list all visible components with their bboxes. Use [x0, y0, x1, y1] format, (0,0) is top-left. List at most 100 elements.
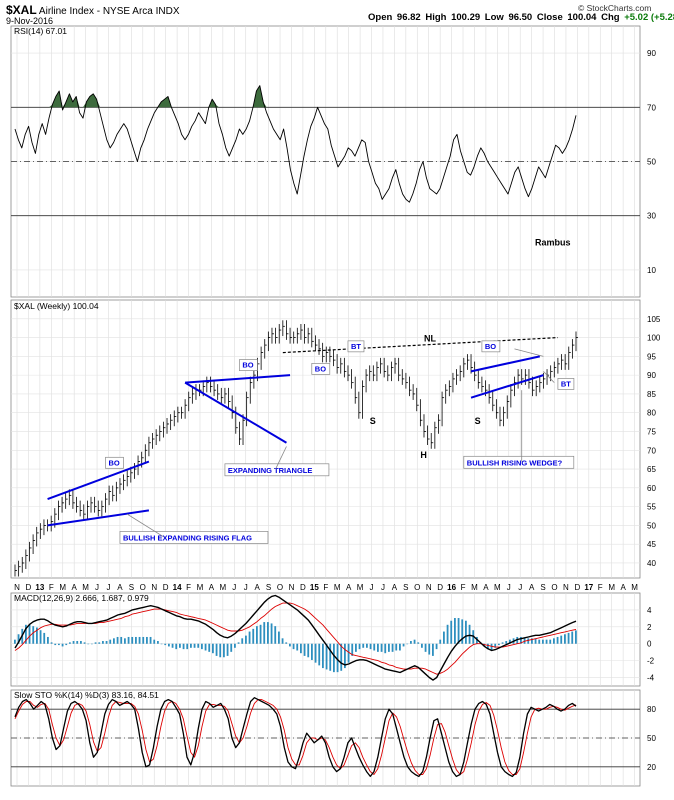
macd-histogram-bar — [274, 626, 277, 644]
macd-histogram-bar — [252, 628, 255, 644]
macd-histogram-bar — [175, 643, 178, 650]
macd-histogram-bar — [399, 643, 401, 651]
high-value: 100.29 — [451, 12, 481, 23]
triangle-leader — [275, 446, 287, 470]
close-value: 100.04 — [567, 12, 597, 23]
macd-panel: -4 -2 0 2 4 MACD(12,26,9) 2.666, 1.687, 0.979 — [11, 593, 655, 683]
bo2-label-box — [239, 359, 258, 371]
macd-histogram-bar — [322, 643, 324, 669]
macd-histogram-bar — [65, 643, 68, 646]
x-tick-label: 14 — [173, 583, 182, 592]
x-tick-label: J — [507, 583, 511, 592]
macd-histogram-bar — [17, 634, 20, 644]
triangle-label: EXPANDING TRIANGLE — [228, 466, 312, 475]
y-tick-label: 90 — [647, 371, 656, 380]
y-tick-label: 70 — [647, 103, 656, 112]
macd-histogram-bar — [333, 643, 335, 673]
x-tick-label: S — [129, 583, 134, 592]
x-tick-label: D — [163, 583, 169, 592]
macd-histogram-bar — [450, 620, 453, 644]
x-tick-label: A — [483, 583, 489, 592]
y-tick-label: 30 — [647, 212, 656, 221]
x-tick-label: S — [266, 583, 271, 592]
macd-histogram-bar — [39, 630, 42, 644]
open-value: 96.82 — [396, 12, 421, 23]
macd-histogram-bar — [14, 639, 16, 644]
macd-histogram-bar — [461, 619, 464, 644]
macd-histogram-bar — [424, 643, 427, 652]
macd-histogram-bar — [131, 636, 134, 644]
macd-histogram-bar — [534, 638, 537, 644]
macd-histogram-bar — [223, 643, 225, 658]
macd-histogram-bar — [138, 636, 141, 644]
grid-layer — [10, 25, 641, 787]
macd-histogram-bar — [406, 643, 409, 645]
macd-histogram-bar — [72, 641, 75, 644]
bo1-label: BO — [108, 458, 119, 467]
macd-histogram-bar — [278, 631, 280, 644]
macd-histogram-bar — [43, 632, 46, 644]
x-tick-label: M — [471, 583, 478, 592]
pattern-annotations: BO BO BO BO BT BT BULLISH EXPANDING RISING FLA… — [47, 333, 575, 544]
y-tick-label: -2 — [647, 657, 655, 666]
macd-histogram-bar — [109, 639, 112, 644]
macd-histogram-bar — [545, 639, 548, 644]
macd-histogram-bar — [358, 643, 361, 650]
neckline — [282, 336, 558, 354]
x-tick-label: M — [494, 583, 501, 592]
macd-histogram-bar — [281, 638, 284, 644]
macd-histogram-bar — [204, 643, 207, 651]
x-tick-label: J — [232, 583, 236, 592]
wedge-lower-line — [470, 374, 544, 399]
x-tick-label: A — [529, 583, 535, 592]
macd-histogram-bar — [292, 643, 295, 650]
macd-histogram-bar — [32, 626, 35, 644]
y-tick-label: 85 — [647, 390, 656, 399]
flag-label-box — [119, 531, 269, 544]
macd-histogram-bar — [344, 643, 346, 669]
x-tick-label: O — [277, 583, 283, 592]
y-tick-label: 105 — [647, 315, 661, 324]
macd-histogram-bar — [116, 636, 119, 644]
x-tick-label: J — [106, 583, 110, 592]
macd-histogram-bar — [446, 624, 449, 644]
macd-histogram-bar — [362, 643, 365, 648]
macd-histogram-bar — [289, 643, 291, 647]
macd-histogram-bar — [135, 636, 137, 644]
flag-label: BULLISH EXPANDING RISING FLAG — [123, 533, 252, 542]
y-tick-label: 60 — [647, 484, 656, 493]
macd-histogram-bar — [146, 636, 148, 644]
s-left-label: S — [370, 416, 376, 426]
macd-histogram-bar — [490, 643, 493, 651]
y-tick-label: 45 — [647, 540, 656, 549]
bt2-label-box — [557, 378, 575, 390]
x-tick-label: M — [631, 583, 638, 592]
bt1-label: BT — [351, 342, 361, 351]
macd-histogram-bar — [190, 643, 192, 648]
x-tick-label: D — [574, 583, 580, 592]
macd-histogram-bar — [208, 643, 211, 652]
macd-histogram-bar — [212, 643, 214, 654]
macd-histogram-bar — [556, 636, 559, 644]
y-tick-label: 20 — [647, 763, 656, 772]
ohlc-readout: Open 96.82 High 100.29 Low 96.50 Close 1… — [368, 12, 674, 23]
triangle-upper-line — [185, 374, 291, 384]
x-tick-label: 15 — [310, 583, 319, 592]
open-label: Open — [368, 12, 393, 23]
macd-histogram-bar — [267, 622, 269, 644]
macd-histogram-bar — [160, 643, 163, 645]
macd-histogram-bar — [69, 642, 71, 644]
macd-histogram-bar — [237, 642, 240, 644]
x-tick-label: A — [392, 583, 398, 592]
macd-histogram-bar — [25, 624, 27, 644]
y-tick-label: 10 — [647, 266, 656, 275]
y-tick-label: 50 — [647, 158, 656, 167]
x-tick-label: A — [346, 583, 352, 592]
macd-histogram-bar — [516, 636, 519, 644]
macd-histogram-bar — [47, 636, 49, 644]
x-tick-label: N — [563, 583, 569, 592]
macd-histogram-bar — [366, 643, 368, 648]
low-label: Low — [484, 12, 504, 23]
x-tick-label: N — [14, 583, 20, 592]
macd-histogram-bar — [120, 636, 123, 644]
